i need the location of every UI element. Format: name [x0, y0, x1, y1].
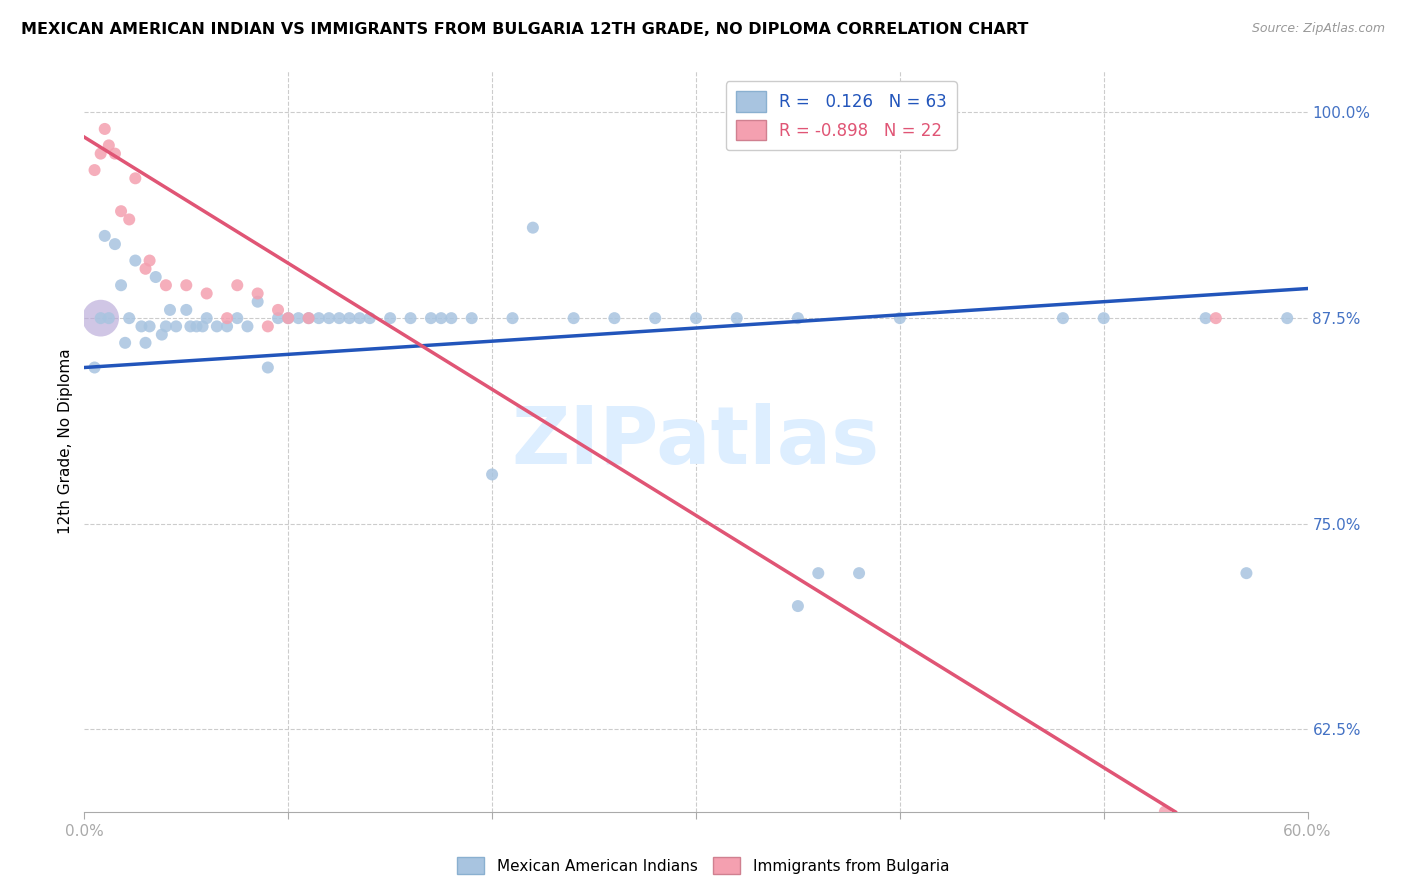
Point	[217, 319, 239, 334]
Y-axis label: 12th Grade, No Diploma: 12th Grade, No Diploma	[58, 349, 73, 534]
Point	[135, 335, 157, 350]
Point	[174, 302, 197, 317]
Point	[287, 311, 309, 326]
Point	[104, 237, 127, 252]
Legend: Mexican American Indians, Immigrants from Bulgaria: Mexican American Indians, Immigrants fro…	[451, 851, 955, 880]
Point	[195, 286, 218, 301]
Point	[118, 311, 141, 326]
Point	[226, 311, 249, 326]
Point	[380, 311, 402, 326]
Point	[159, 302, 181, 317]
Point	[349, 311, 371, 326]
Point	[124, 171, 146, 186]
Point	[124, 253, 146, 268]
Point	[277, 311, 299, 326]
Point	[226, 278, 249, 293]
Point	[131, 319, 153, 334]
Point	[339, 311, 361, 326]
Point	[1154, 805, 1177, 819]
Point	[83, 163, 105, 178]
Point	[277, 311, 299, 326]
Point	[430, 311, 453, 326]
Point	[145, 270, 167, 285]
Point	[83, 360, 105, 375]
Point	[138, 319, 160, 334]
Point	[155, 278, 177, 293]
Point	[522, 220, 544, 235]
Point	[725, 311, 748, 326]
Text: MEXICAN AMERICAN INDIAN VS IMMIGRANTS FROM BULGARIA 12TH GRADE, NO DIPLOMA CORRE: MEXICAN AMERICAN INDIAN VS IMMIGRANTS FR…	[21, 22, 1028, 37]
Point	[179, 319, 201, 334]
Point	[236, 319, 259, 334]
Point	[90, 146, 112, 161]
Point	[399, 311, 422, 326]
Point	[889, 311, 911, 326]
Point	[1277, 311, 1299, 326]
Text: Source: ZipAtlas.com: Source: ZipAtlas.com	[1251, 22, 1385, 36]
Point	[644, 311, 666, 326]
Point	[440, 311, 463, 326]
Point	[318, 311, 340, 326]
Point	[267, 302, 290, 317]
Point	[114, 335, 136, 350]
Point	[308, 311, 330, 326]
Point	[90, 311, 112, 326]
Point	[359, 311, 381, 326]
Point	[807, 566, 830, 581]
Point	[110, 204, 132, 219]
Point	[205, 319, 228, 334]
Point	[1195, 311, 1218, 326]
Point	[787, 311, 810, 326]
Point	[787, 599, 810, 613]
Point	[138, 253, 160, 268]
Point	[420, 311, 443, 326]
Point	[246, 286, 269, 301]
Point	[150, 327, 173, 342]
Point	[110, 278, 132, 293]
Point	[603, 311, 626, 326]
Point	[848, 566, 870, 581]
Point	[174, 278, 197, 293]
Point	[90, 311, 112, 326]
Point	[267, 311, 290, 326]
Point	[685, 311, 707, 326]
Point	[1236, 566, 1258, 581]
Point	[97, 138, 120, 153]
Point	[195, 311, 218, 326]
Point	[104, 146, 127, 161]
Point	[246, 294, 269, 309]
Point	[165, 319, 187, 334]
Point	[257, 360, 280, 375]
Point	[118, 212, 141, 227]
Point	[502, 311, 524, 326]
Point	[191, 319, 214, 334]
Point	[562, 311, 585, 326]
Point	[481, 467, 503, 482]
Point	[135, 261, 157, 276]
Point	[328, 311, 350, 326]
Point	[217, 311, 239, 326]
Point	[298, 311, 321, 326]
Point	[1092, 311, 1115, 326]
Point	[93, 228, 115, 243]
Point	[186, 319, 208, 334]
Legend: R =   0.126   N = 63, R = -0.898   N = 22: R = 0.126 N = 63, R = -0.898 N = 22	[725, 81, 956, 150]
Point	[1205, 311, 1227, 326]
Point	[1052, 311, 1074, 326]
Text: ZIPatlas: ZIPatlas	[512, 402, 880, 481]
Point	[257, 319, 280, 334]
Point	[155, 319, 177, 334]
Point	[97, 311, 120, 326]
Point	[461, 311, 484, 326]
Point	[93, 122, 115, 136]
Point	[298, 311, 321, 326]
